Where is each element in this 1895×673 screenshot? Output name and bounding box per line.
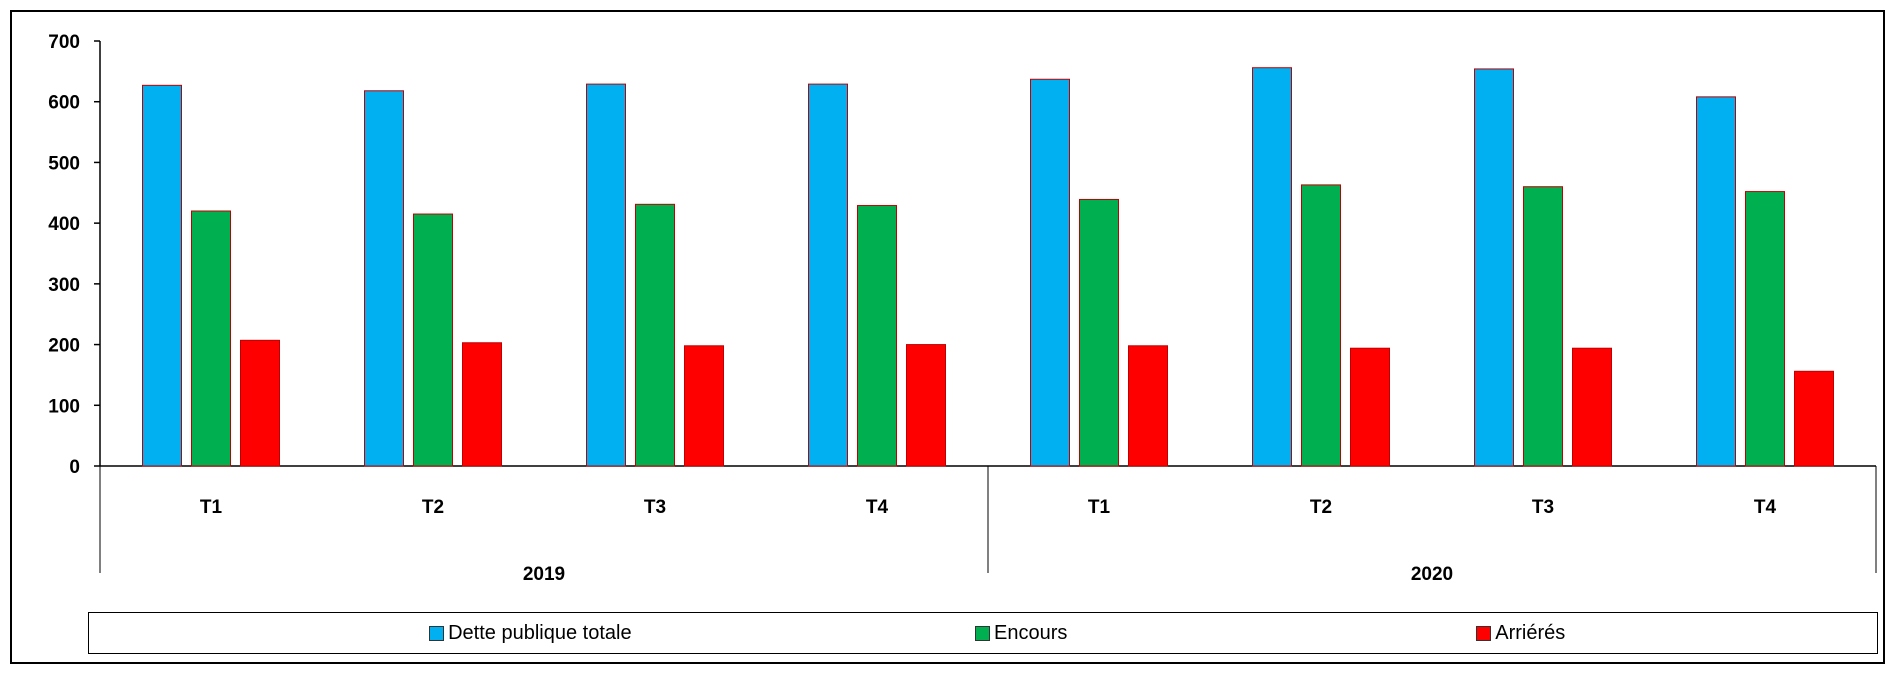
legend-label: Arriérés bbox=[1495, 621, 1566, 644]
bar-dette-publique-totale-1 bbox=[364, 90, 404, 467]
x-tick-label: T2 bbox=[422, 497, 444, 518]
x-tick-label: T3 bbox=[644, 497, 666, 518]
bar-dette-publique-totale-5 bbox=[1252, 67, 1292, 467]
bar-arri-r-s-1 bbox=[462, 342, 502, 467]
x-tick-label: T2 bbox=[1310, 497, 1332, 518]
bar-encours-5 bbox=[1301, 184, 1341, 467]
bar-arri-r-s-5 bbox=[1350, 347, 1390, 467]
bar-encours-7 bbox=[1745, 191, 1785, 467]
bar-encours-1 bbox=[413, 213, 453, 467]
x-tick-label: T1 bbox=[200, 497, 223, 518]
y-tick-label: 600 bbox=[48, 93, 80, 114]
bar-dette-publique-totale-2 bbox=[586, 83, 626, 467]
bar-dette-publique-totale-0 bbox=[142, 84, 182, 467]
legend: Dette publique totale Encours Arriérés bbox=[88, 612, 1878, 654]
bar-encours-0 bbox=[191, 210, 231, 467]
y-tick-label: 200 bbox=[48, 336, 80, 357]
y-tick-label: 500 bbox=[48, 153, 80, 174]
legend-item-arri-r-s: Arriérés bbox=[1476, 613, 1565, 653]
bar-dette-publique-totale-4 bbox=[1030, 78, 1070, 467]
legend-label: Dette publique totale bbox=[448, 621, 632, 644]
bar-dette-publique-totale-7 bbox=[1696, 96, 1736, 467]
bar-arri-r-s-6 bbox=[1572, 347, 1612, 467]
y-tick-label: 300 bbox=[48, 275, 80, 296]
x-tick-label: T3 bbox=[1532, 497, 1554, 518]
bar-encours-3 bbox=[857, 205, 897, 467]
legend-label: Encours bbox=[994, 621, 1068, 644]
x-tick-label: T4 bbox=[866, 497, 889, 518]
legend-swatch bbox=[975, 625, 991, 641]
y-tick-label: 400 bbox=[48, 214, 80, 235]
group-label-2020: 2020 bbox=[1411, 564, 1453, 585]
bar-dette-publique-totale-3 bbox=[808, 83, 848, 467]
legend-item-encours: Encours bbox=[975, 613, 1067, 653]
legend-swatch bbox=[1476, 625, 1492, 641]
legend-item-dette-publique-totale: Dette publique totale bbox=[429, 613, 632, 653]
y-tick-label: 0 bbox=[69, 457, 80, 478]
bar-encours-2 bbox=[635, 203, 675, 467]
y-tick-label: 700 bbox=[48, 32, 80, 53]
legend-swatch bbox=[429, 625, 445, 641]
bar-arri-r-s-3 bbox=[906, 344, 946, 467]
bar-arri-r-s-4 bbox=[1128, 345, 1168, 467]
bar-encours-6 bbox=[1523, 186, 1563, 467]
bar-arri-r-s-7 bbox=[1794, 370, 1834, 467]
bar-arri-r-s-2 bbox=[684, 345, 724, 467]
x-tick-label: T4 bbox=[1754, 497, 1777, 518]
y-tick-label: 100 bbox=[48, 396, 80, 417]
bar-arri-r-s-0 bbox=[240, 339, 280, 467]
x-tick-label: T1 bbox=[1088, 497, 1111, 518]
group-label-2019: 2019 bbox=[523, 564, 565, 585]
chart-frame bbox=[10, 10, 1885, 664]
bar-dette-publique-totale-6 bbox=[1474, 68, 1514, 467]
bar-encours-4 bbox=[1079, 198, 1119, 467]
